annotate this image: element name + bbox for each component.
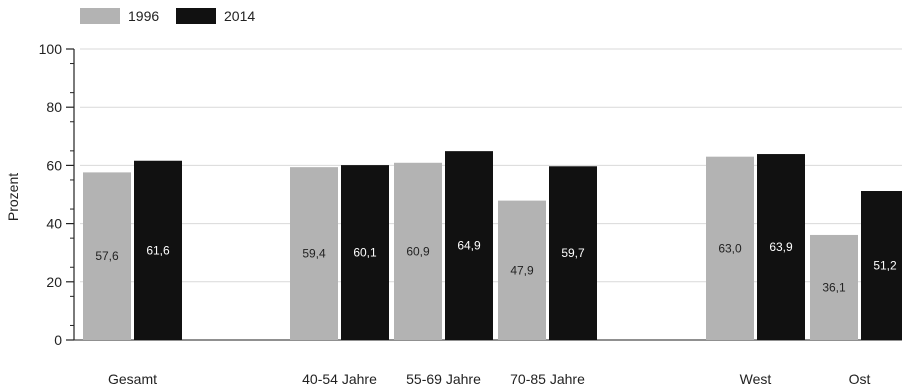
data-label: 64,9 xyxy=(457,239,481,253)
y-tick-label: 80 xyxy=(46,99,62,115)
y-tick-label: 0 xyxy=(54,332,62,348)
bar-1996 xyxy=(394,162,442,340)
bar-2014 xyxy=(341,165,389,340)
data-label: 63,9 xyxy=(769,240,793,254)
category-label: West xyxy=(740,371,772,387)
category-label: 40-54 Jahre xyxy=(302,371,377,387)
data-label: 60,1 xyxy=(353,246,377,260)
bar-1996 xyxy=(706,156,754,340)
bar-1996 xyxy=(83,172,131,340)
category-label: Gesamt xyxy=(108,371,157,387)
y-tick-label: 40 xyxy=(46,216,62,232)
bar-2014 xyxy=(757,154,805,340)
bar-2014 xyxy=(861,191,902,340)
x-axis-labels: Gesamt 40-54 Jahre 55-69 Jahre 70-85 Jahre W… xyxy=(108,371,871,387)
y-tick-label: 60 xyxy=(46,157,62,173)
bar-2014 xyxy=(549,166,597,340)
legend: 1996 2014 xyxy=(80,8,255,24)
data-label: 59,4 xyxy=(302,247,326,261)
y-tick-label: 100 xyxy=(39,41,63,57)
legend-label: 2014 xyxy=(224,8,255,24)
data-label: 36,1 xyxy=(822,280,846,294)
legend-swatch xyxy=(176,8,216,24)
bars: 57,6 61,6 59,4 60,1 60,9 64,9 47,9 59,7 63,0 63,9… xyxy=(83,151,902,340)
bar-2014 xyxy=(134,160,182,340)
data-label: 63,0 xyxy=(718,241,742,255)
bar-1996 xyxy=(498,200,546,340)
y-axis-title: Prozent xyxy=(5,173,21,221)
category-label: Ost xyxy=(849,371,871,387)
category-label: 70-85 Jahre xyxy=(510,371,585,387)
y-axis: 0 20 40 60 80 100 xyxy=(39,41,902,348)
legend-swatch xyxy=(80,8,120,24)
bar-1996 xyxy=(290,167,338,340)
data-label: 59,7 xyxy=(561,246,585,260)
data-label: 47,9 xyxy=(510,263,534,277)
legend-label: 1996 xyxy=(128,8,159,24)
data-label: 51,2 xyxy=(873,259,897,273)
data-label: 61,6 xyxy=(146,243,170,257)
y-tick-label: 20 xyxy=(46,274,62,290)
data-label: 60,9 xyxy=(406,244,430,258)
category-label: 55-69 Jahre xyxy=(406,371,481,387)
bar-2014 xyxy=(445,151,493,340)
bar-1996 xyxy=(810,234,858,340)
data-label: 57,6 xyxy=(95,249,119,263)
